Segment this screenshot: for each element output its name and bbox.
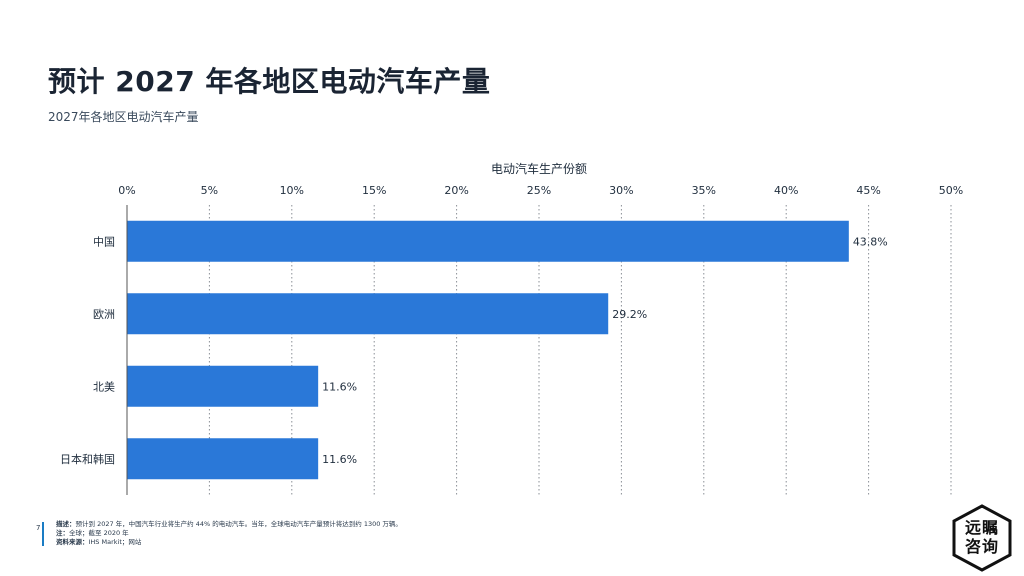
x-tick-label: 50% xyxy=(939,184,963,197)
category-label: 欧洲 xyxy=(93,308,115,321)
category-label: 中国 xyxy=(93,235,115,248)
bar xyxy=(127,438,319,480)
tick-label-layer: 0% 5% 10% 15% 20% 25% 30% 35% 40% 45% 50% xyxy=(118,184,963,197)
bar-layer: 中国 43.8% 欧洲 29.2% 北美 11.6% 日本和韩国 11.6% xyxy=(60,220,888,480)
logo-text: 远瞩 咨询 xyxy=(964,518,999,556)
category-label: 日本和韩国 xyxy=(60,452,115,466)
data-label: 11.6% xyxy=(322,380,357,393)
x-tick-label: 25% xyxy=(527,184,551,197)
x-tick-label: 10% xyxy=(280,184,304,197)
logo-octagon-icon xyxy=(952,504,1012,572)
footer-accent-bar xyxy=(42,522,44,546)
footer-text: 描述：预计到 2027 年，中国汽车行业将生产约 44% 的电动汽车。当年，全球… xyxy=(56,520,402,547)
page-number: 7 xyxy=(36,524,41,532)
page-title: 预计 2027 年各地区电动汽车产量 xyxy=(48,65,491,98)
x-tick-label: 30% xyxy=(609,184,633,197)
bar xyxy=(127,220,849,262)
company-logo: 远瞩 咨询 xyxy=(950,504,1014,572)
footer-source: 资料来源：IHS Markit；网站 xyxy=(56,538,142,546)
x-axis-title: 电动汽车生产份额 xyxy=(491,161,587,176)
data-label: 11.6% xyxy=(322,453,357,466)
category-label: 北美 xyxy=(93,380,115,393)
x-tick-label: 20% xyxy=(444,184,468,197)
x-tick-label: 5% xyxy=(201,184,218,197)
data-label: 29.2% xyxy=(612,308,647,321)
x-tick-label: 45% xyxy=(856,184,880,197)
bar xyxy=(127,365,319,407)
data-label: 43.8% xyxy=(853,235,888,248)
bar xyxy=(127,293,609,335)
page-subtitle: 2027年各地区电动汽车产量 xyxy=(48,110,199,124)
x-tick-label: 35% xyxy=(692,184,716,197)
x-tick-label: 0% xyxy=(118,184,135,197)
x-tick-label: 40% xyxy=(774,184,798,197)
footer-note: 注：全球；截至 2020 年 xyxy=(56,529,129,537)
x-tick-label: 15% xyxy=(362,184,386,197)
footer-description: 描述：预计到 2027 年，中国汽车行业将生产约 44% 的电动汽车。当年，全球… xyxy=(56,520,402,528)
